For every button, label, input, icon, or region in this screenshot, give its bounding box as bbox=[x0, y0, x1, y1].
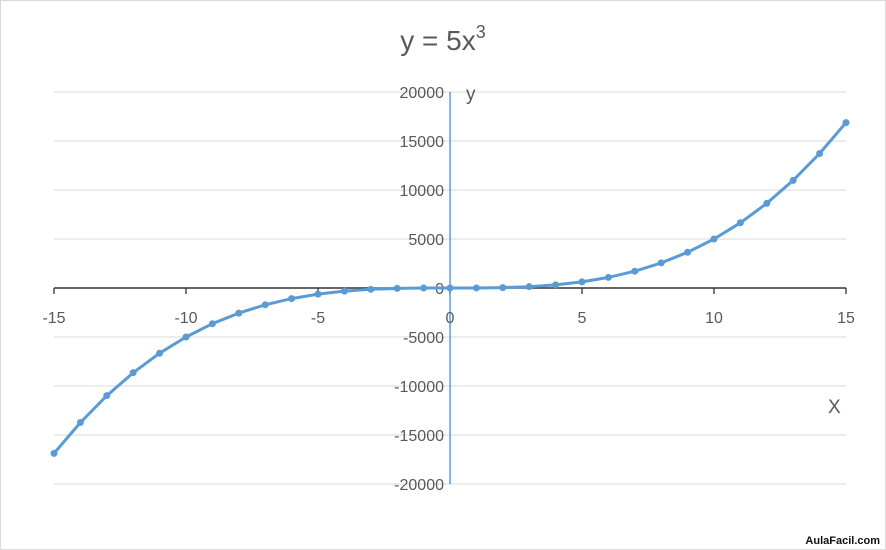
data-point bbox=[631, 267, 639, 275]
data-point bbox=[842, 119, 850, 127]
chart-title: y = 5x3 bbox=[0, 22, 886, 57]
y-tick-label: 0 bbox=[435, 281, 444, 298]
chart-title-exponent: 3 bbox=[475, 22, 486, 42]
data-point bbox=[446, 284, 454, 292]
x-tick-label: 10 bbox=[705, 310, 723, 327]
y-tick-label: -20000 bbox=[394, 477, 444, 494]
data-point bbox=[816, 150, 824, 158]
data-point bbox=[208, 320, 216, 328]
tick-layer: 20000150001000050000-5000-10000-15000-20… bbox=[42, 85, 855, 494]
data-point bbox=[367, 285, 375, 293]
data-point bbox=[340, 287, 348, 295]
data-point bbox=[789, 176, 797, 184]
x-tick-label: 15 bbox=[837, 310, 855, 327]
data-point bbox=[578, 278, 586, 286]
series-layer bbox=[50, 119, 850, 457]
data-point bbox=[314, 290, 322, 298]
data-point bbox=[182, 333, 190, 341]
data-point bbox=[156, 349, 164, 357]
data-point bbox=[288, 295, 296, 303]
x-axis-label: X bbox=[828, 397, 841, 418]
y-tick-label: 5000 bbox=[408, 232, 444, 249]
data-point bbox=[657, 259, 665, 267]
data-point bbox=[50, 449, 58, 457]
data-point bbox=[499, 284, 507, 292]
data-point bbox=[552, 281, 560, 289]
data-point bbox=[472, 284, 480, 292]
data-point bbox=[129, 369, 137, 377]
watermark-logo: AulaFacil.com bbox=[805, 535, 880, 547]
data-point bbox=[736, 219, 744, 227]
data-point bbox=[763, 199, 771, 207]
x-tick-label: -10 bbox=[174, 310, 197, 327]
y-tick-label: -5000 bbox=[403, 330, 444, 347]
data-point bbox=[710, 235, 718, 243]
y-tick-label: -10000 bbox=[394, 379, 444, 396]
y-tick-label: 10000 bbox=[400, 183, 445, 200]
data-point bbox=[684, 248, 692, 256]
x-tick-label: 5 bbox=[578, 310, 587, 327]
y-tick-label: 15000 bbox=[400, 134, 445, 151]
y-tick-label: -15000 bbox=[394, 428, 444, 445]
data-point bbox=[103, 392, 111, 400]
data-point bbox=[393, 284, 401, 292]
y-tick-label: 20000 bbox=[400, 85, 445, 102]
data-point bbox=[604, 273, 612, 281]
data-point bbox=[525, 283, 533, 291]
chart-title-base: y = 5x bbox=[400, 25, 476, 56]
y-axis-label: y bbox=[466, 84, 476, 105]
x-tick-label: 0 bbox=[446, 310, 455, 327]
data-point bbox=[235, 309, 243, 317]
x-tick-label: -5 bbox=[311, 310, 325, 327]
data-point bbox=[420, 284, 428, 292]
data-point bbox=[261, 301, 269, 309]
x-tick-label: -15 bbox=[42, 310, 65, 327]
data-point bbox=[76, 418, 84, 426]
